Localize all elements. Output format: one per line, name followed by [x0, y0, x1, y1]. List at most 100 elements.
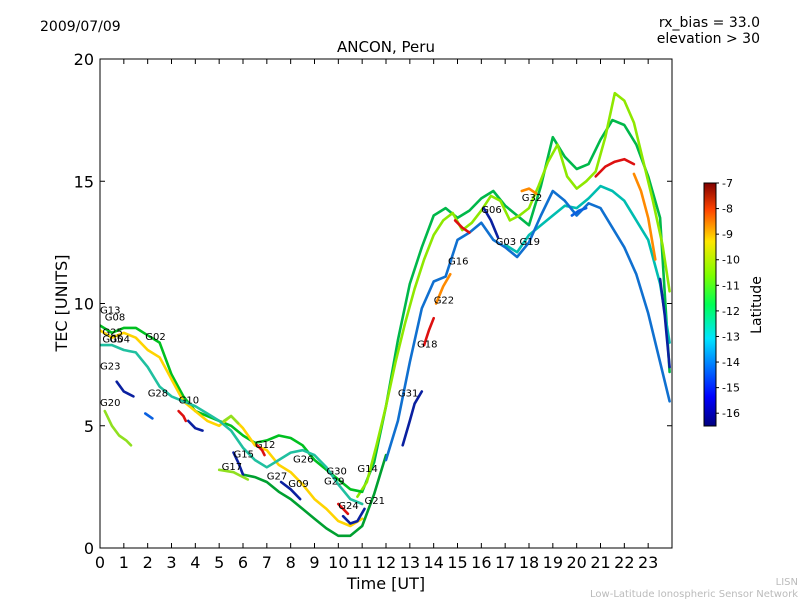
series-seg-navy-4: [658, 277, 671, 369]
satellite-label-g09: G09: [288, 479, 308, 490]
x-tick-label: 13: [400, 553, 420, 572]
satellite-label-g24: G24: [338, 501, 358, 512]
series-envelope-c: [100, 324, 364, 494]
satellite-label-g29: G29: [324, 476, 344, 487]
x-tick-label: 8: [286, 553, 296, 572]
colorbar: [703, 182, 717, 427]
satellite-label-g15: G15: [234, 450, 254, 461]
satellite-label-g17: G17: [222, 462, 242, 473]
footer-lisn: LISN: [776, 577, 798, 588]
footer-network: Low-Latitude Ionospheric Sensor Network: [590, 589, 798, 600]
satellite-label-g13: G13: [100, 305, 120, 316]
colorbar-tick-label: -16: [722, 407, 740, 420]
series-envelope-f: [241, 453, 388, 538]
satellite-label-g04: G04: [110, 335, 130, 346]
series-seg-blue-1: [570, 206, 588, 217]
series-seg-orange-1: [434, 272, 452, 305]
series-seg-navy-1: [401, 390, 424, 447]
y-tick-label: 20: [74, 50, 94, 69]
series-seg-navy-5: [115, 380, 135, 398]
satellite-label-g21: G21: [365, 496, 385, 507]
satellite-label-g10: G10: [179, 396, 199, 407]
x-axis-label: Time [UT]: [346, 574, 425, 593]
x-tick-label: 12: [376, 553, 396, 572]
series-envelope-b: [356, 91, 671, 499]
series-envelope-h: [384, 189, 671, 462]
series-layer: [100, 91, 671, 538]
series-seg-blue-2: [144, 412, 154, 420]
colorbar-tick-label: -7: [722, 177, 733, 190]
colorbar-tick-label: -11: [722, 279, 740, 292]
x-tick-label: 7: [262, 553, 272, 572]
x-tick-label: 16: [471, 553, 491, 572]
y-tick-label: 5: [84, 417, 94, 436]
satellite-label-g14: G14: [357, 464, 377, 475]
x-tick-label: 18: [519, 553, 539, 572]
x-tick-label: 5: [214, 553, 224, 572]
x-tick-label: 6: [238, 553, 248, 572]
series-seg-red-6: [255, 443, 266, 457]
colorbar-tick-label: -13: [722, 330, 740, 343]
date-label: 2009/07/09: [40, 19, 121, 35]
x-tick-label: 15: [447, 553, 467, 572]
series-seg-red-4: [336, 502, 350, 516]
series-seg-lime-1: [103, 409, 133, 447]
satellite-label-g32: G32: [522, 193, 542, 204]
plot-area: [100, 59, 672, 548]
satellite-label-g30: G30: [326, 467, 346, 478]
satellite-label-g05: G05: [102, 335, 122, 346]
chart-title: ANCON, Peru: [337, 38, 435, 56]
satellite-label-g26: G26: [293, 454, 313, 465]
satellite-label-g02: G02: [145, 332, 165, 343]
y-tick-label: 15: [74, 172, 94, 191]
colorbar-tick-label: -15: [722, 382, 740, 395]
colorbar-ticks: -7 -8 -9 -10 -11 -12 -13 -14 -15 -16: [716, 177, 740, 420]
satellite-label-g18: G18: [417, 340, 437, 351]
x-tick-label: 21: [590, 553, 610, 572]
colorbar-tick-label: -10: [722, 254, 740, 267]
series-seg-navy-8: [232, 451, 245, 476]
elevation-label: elevation > 30: [657, 31, 760, 47]
rx-bias-label: rx_bias = 33.0: [659, 15, 760, 31]
satellite-label-g20: G20: [100, 398, 120, 409]
series-seg-red-3: [177, 409, 188, 423]
satellite-label-g25: G25: [102, 327, 122, 338]
series-seg-red-5: [422, 316, 436, 347]
x-tick-label: 3: [166, 553, 176, 572]
series-seg-navy-6: [186, 419, 204, 432]
x-tick-label: 23: [638, 553, 658, 572]
x-tick-label: 2: [143, 553, 153, 572]
series-seg-red-2: [594, 157, 636, 178]
colorbar-tick-label: -8: [722, 203, 733, 216]
satellite-label-g03: G03: [496, 237, 516, 248]
satellite-label-g22: G22: [434, 296, 454, 307]
x-tick-label: 1: [119, 553, 129, 572]
series-seg-navy-2: [341, 507, 366, 525]
y-tick-label: 0: [84, 539, 94, 558]
x-tick-label: 20: [566, 553, 586, 572]
x-tick-label: 14: [423, 553, 443, 572]
x-tick-label: 11: [352, 553, 372, 572]
series-seg-orange-2: [632, 172, 657, 261]
x-tick-label: 17: [495, 553, 515, 572]
x-tick-label: 10: [328, 553, 348, 572]
x-axis-ticks: 0 1 2 3 4 5 6 7 8 9 10 11 12 13 14 15 16 17 18 19 20 21 22 23: [95, 59, 658, 572]
satellite-label-g27: G27: [267, 472, 287, 483]
x-tick-label: 0: [95, 553, 105, 572]
satellite-label-g23: G23: [100, 362, 120, 373]
satellite-label-g12: G12: [255, 440, 275, 451]
colorbar-tick-label: -14: [722, 356, 740, 369]
satellite-label-g06: G06: [481, 205, 501, 216]
y-tick-label: 10: [74, 295, 94, 314]
satellite-label-g19: G19: [520, 237, 540, 248]
y-axis-ticks: 0 5 10 15 20: [74, 50, 672, 558]
series-seg-lime-3: [217, 468, 250, 481]
series-seg-navy-7: [279, 480, 302, 501]
series-envelope-e: [100, 343, 364, 506]
y-axis-label: TEC [UNITS]: [52, 255, 71, 353]
series-seg-red-1: [453, 219, 471, 234]
satellite-label-g16: G16: [448, 256, 468, 267]
series-seg-lime-2: [222, 414, 240, 425]
